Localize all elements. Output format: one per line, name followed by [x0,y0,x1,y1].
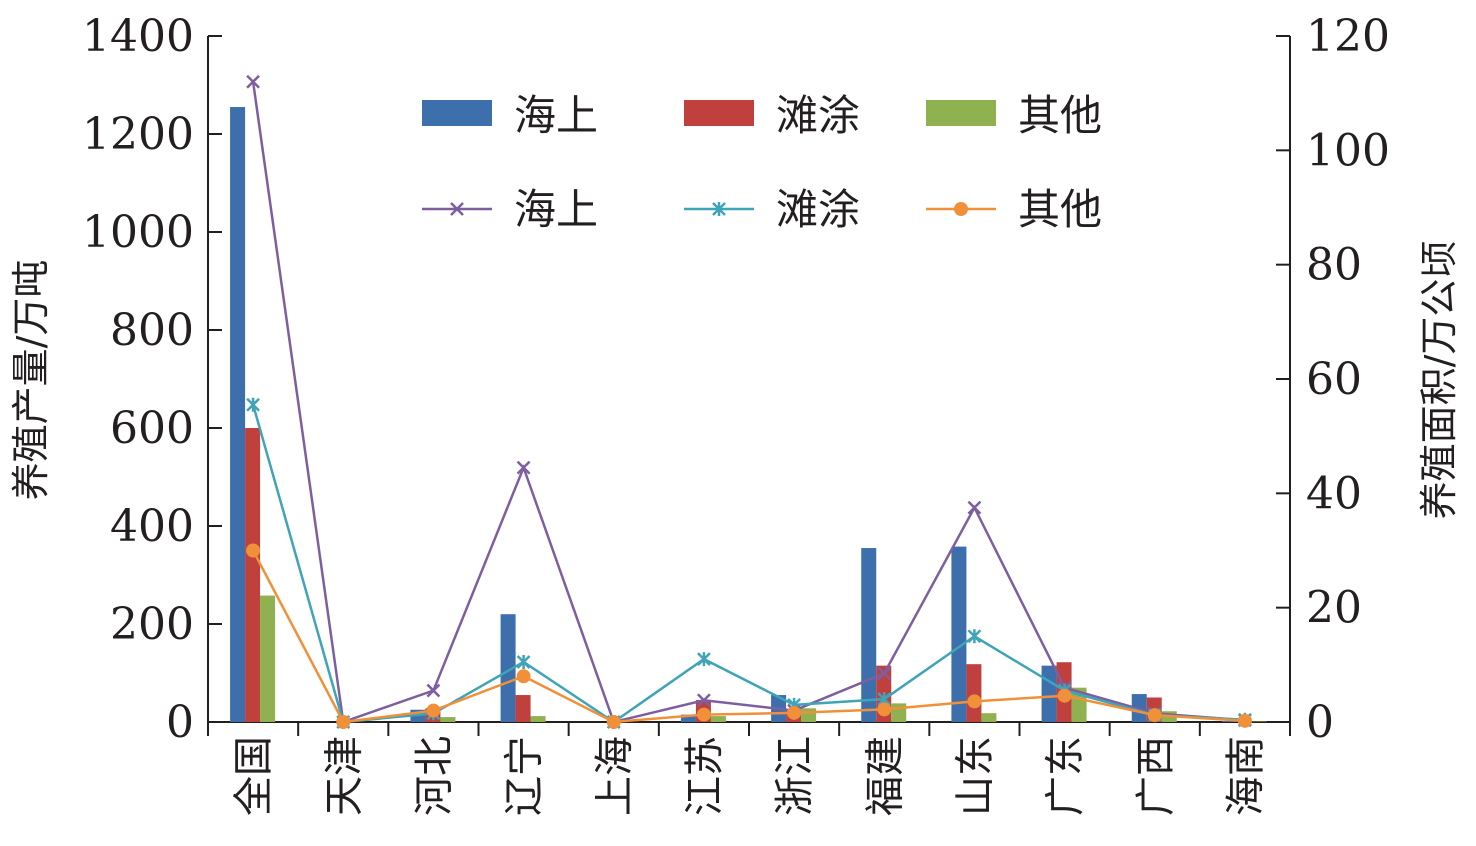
left-tick-label: 800 [110,305,194,356]
left-tick-label: 1400 [82,11,194,62]
x-category-label: 福建 [862,736,908,816]
x-category-label: 河北 [411,736,457,816]
legend-label-line: 其他 [1018,185,1102,234]
legend-swatch-bar [684,100,754,126]
bar-其他-福建 [891,703,907,722]
point-海上-全国 [246,74,260,89]
legend-marker [450,202,464,216]
point-其他-福建 [877,702,892,717]
line-海上 [251,81,1246,724]
legend-marker [954,202,968,216]
x-category-label: 山东 [952,736,998,816]
point-海上-辽宁 [516,460,531,475]
legend-label-bar: 其他 [1018,91,1102,140]
right-tick-label: 40 [1306,468,1362,519]
line-滩涂 [251,404,1245,724]
axes: 0 200 400 600 800 1000 1200 1400 0 20 40 60 80 100 120… [9,11,1461,816]
point-其他-山东 [967,694,982,709]
point-其他-全国 [246,543,261,558]
point-海上-福建 [877,666,892,681]
point-滩涂-山东 [967,629,982,644]
legend-label-line: 滩涂 [776,185,860,234]
x-category-label: 全国 [231,736,277,816]
bars [230,107,1267,723]
left-tick-label: 400 [110,501,194,552]
point-其他-天津 [336,715,351,729]
legend-label-bar: 海上 [514,91,598,140]
left-tick-label: 600 [110,403,194,454]
bar-滩涂-辽宁 [515,695,531,722]
x-category-label: 江苏 [682,736,728,816]
x-category-label: 广东 [1043,736,1089,816]
point-其他-江苏 [696,707,711,722]
x-category-label: 广西 [1133,736,1179,816]
left-tick-label: 1200 [82,109,194,160]
point-其他-浙江 [787,705,802,720]
left-tick-label: 0 [166,697,194,748]
bar-滩涂-全国 [245,428,261,722]
legend-marker [712,202,726,216]
x-category-label: 天津 [321,736,367,816]
legend-swatch-bar [422,100,492,126]
left-tick-label: 1000 [82,207,194,258]
right-tick-label: 100 [1306,125,1390,176]
left-axis-title: 养殖产量/万吨 [9,260,53,501]
point-海上-江苏 [697,693,711,708]
bar-其他-江苏 [710,716,726,722]
right-tick-label: 80 [1306,240,1362,291]
bar-其他-辽宁 [530,716,546,722]
right-tick-label: 120 [1306,11,1390,62]
x-category-label: 海南 [1223,736,1269,816]
point-海上-河北 [426,683,441,698]
right-tick-label: 0 [1306,697,1334,748]
point-其他-广东 [1057,688,1072,703]
point-滩涂-江苏 [697,652,711,667]
point-其他-广西 [1147,708,1162,723]
bar-海上-辽宁 [500,614,516,722]
x-category-label: 上海 [592,736,638,816]
bar-其他-浙江 [801,708,817,722]
bar-其他-山东 [981,713,997,722]
point-其他-辽宁 [516,669,531,684]
point-滩涂-辽宁 [516,654,531,669]
lines [246,74,1252,729]
point-其他-海南 [1237,713,1252,728]
bar-海上-山东 [951,546,967,722]
bar-其他-河北 [440,717,456,722]
x-category-label: 辽宁 [502,736,548,816]
left-tick-label: 200 [110,599,194,650]
bar-海上-全国 [230,107,246,723]
bar-滩涂-山东 [966,664,982,722]
legend-label-line: 海上 [514,185,598,234]
x-category-label: 浙江 [772,736,818,816]
legend-swatch-bar [926,100,996,126]
right-tick-label: 60 [1306,354,1362,405]
right-axis-title: 养殖面积/万公顷 [1417,241,1461,520]
bar-海上-广东 [1041,665,1057,722]
right-tick-label: 20 [1306,583,1362,634]
point-滩涂-全国 [246,397,260,412]
legend-label-bar: 滩涂 [776,91,860,140]
bar-海上-江苏 [680,714,696,722]
bar-海上-海南 [1221,721,1237,722]
bar-其他-全国 [260,595,276,722]
point-其他-上海 [606,715,621,729]
point-海上-山东 [967,500,982,515]
line-其他 [251,549,1245,724]
bar-海上-福建 [861,548,877,722]
point-其他-河北 [426,703,441,718]
